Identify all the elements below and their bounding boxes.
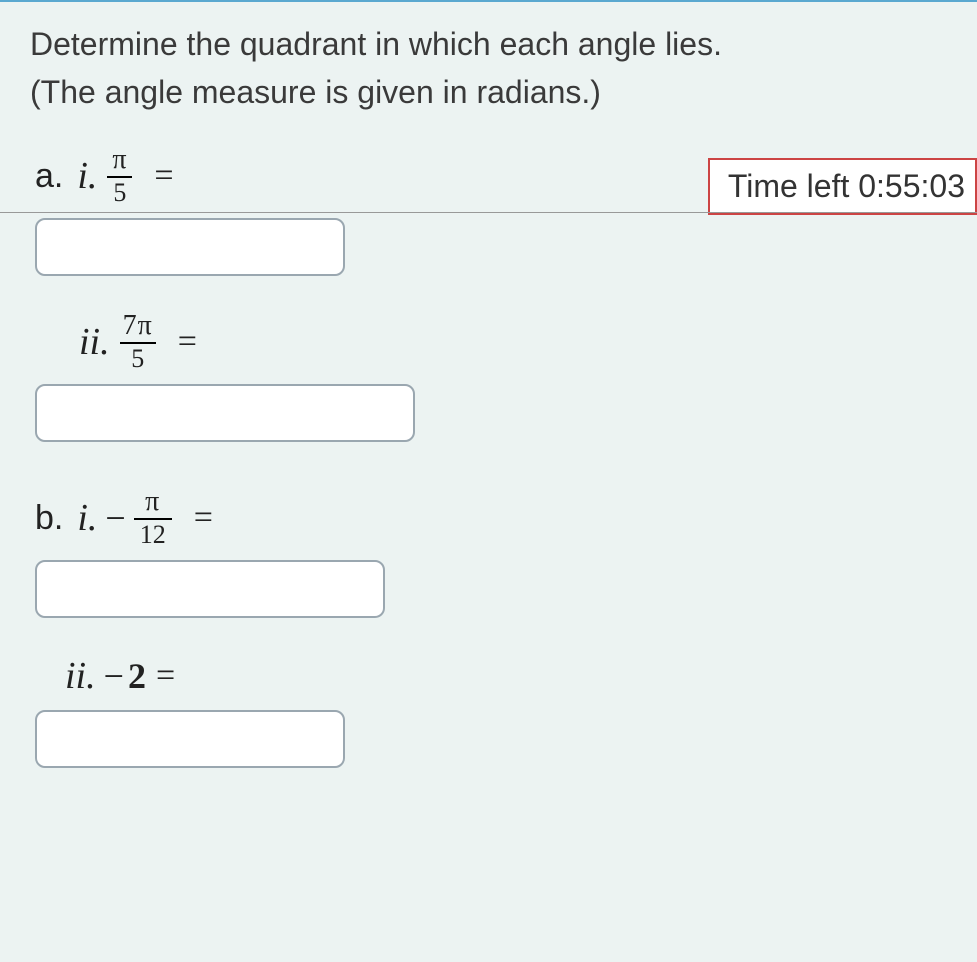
- item-b-i-row: b. i. − π 12 =: [35, 488, 977, 548]
- fraction-b-i-num: π: [142, 488, 163, 518]
- answer-input-b-i[interactable]: [35, 560, 385, 618]
- fraction-a-ii-den: 5: [120, 342, 156, 372]
- fraction-b-i: π 12: [134, 488, 172, 548]
- fraction-a-i-den: 5: [107, 176, 132, 206]
- equals-b-i: =: [194, 499, 213, 537]
- items-container: a. i. π 5 = ii. 7π 5 =: [30, 146, 977, 796]
- timer-label: Time left: [728, 168, 850, 204]
- sign-b-ii: −: [104, 655, 124, 697]
- answer-input-b-ii[interactable]: [35, 710, 345, 768]
- equals-b-ii: =: [156, 657, 175, 695]
- roman-b-ii: ii.: [65, 654, 96, 698]
- item-a-ii-row: ii. 7π 5 =: [35, 312, 977, 372]
- item-b-i: b. i. − π 12 =: [35, 488, 977, 646]
- equals-a-i: =: [154, 157, 173, 195]
- timer-value: 0:55:03: [858, 168, 965, 204]
- roman-a-ii: ii.: [79, 320, 110, 364]
- question-line-2: (The angle measure is given in radians.): [30, 74, 601, 110]
- item-b-ii: ii. − 2 =: [35, 654, 977, 796]
- horizontal-divider: [0, 212, 977, 213]
- roman-b-i: i.: [77, 496, 97, 540]
- answer-input-a-i[interactable]: [35, 218, 345, 276]
- question-content: Determine the quadrant in which each ang…: [0, 2, 977, 796]
- sign-b-i: −: [105, 497, 125, 539]
- value-b-ii: 2: [128, 655, 146, 697]
- equals-a-ii: =: [178, 323, 197, 361]
- fraction-a-i-num: π: [109, 146, 130, 176]
- part-label-b: b.: [35, 499, 63, 538]
- question-line-1: Determine the quadrant in which each ang…: [30, 26, 722, 62]
- fraction-a-ii: 7π 5: [120, 312, 156, 372]
- timer-box: Time left 0:55:03: [708, 158, 977, 215]
- roman-a-i: i.: [77, 154, 97, 198]
- answer-input-a-ii[interactable]: [35, 384, 415, 442]
- question-text: Determine the quadrant in which each ang…: [30, 20, 977, 116]
- fraction-a-ii-num: 7π: [120, 312, 156, 342]
- item-a-ii: ii. 7π 5 =: [35, 312, 977, 470]
- part-label-a: a.: [35, 157, 63, 196]
- item-b-ii-row: ii. − 2 =: [35, 654, 977, 698]
- fraction-b-i-den: 12: [134, 518, 172, 548]
- fraction-a-i: π 5: [107, 146, 132, 206]
